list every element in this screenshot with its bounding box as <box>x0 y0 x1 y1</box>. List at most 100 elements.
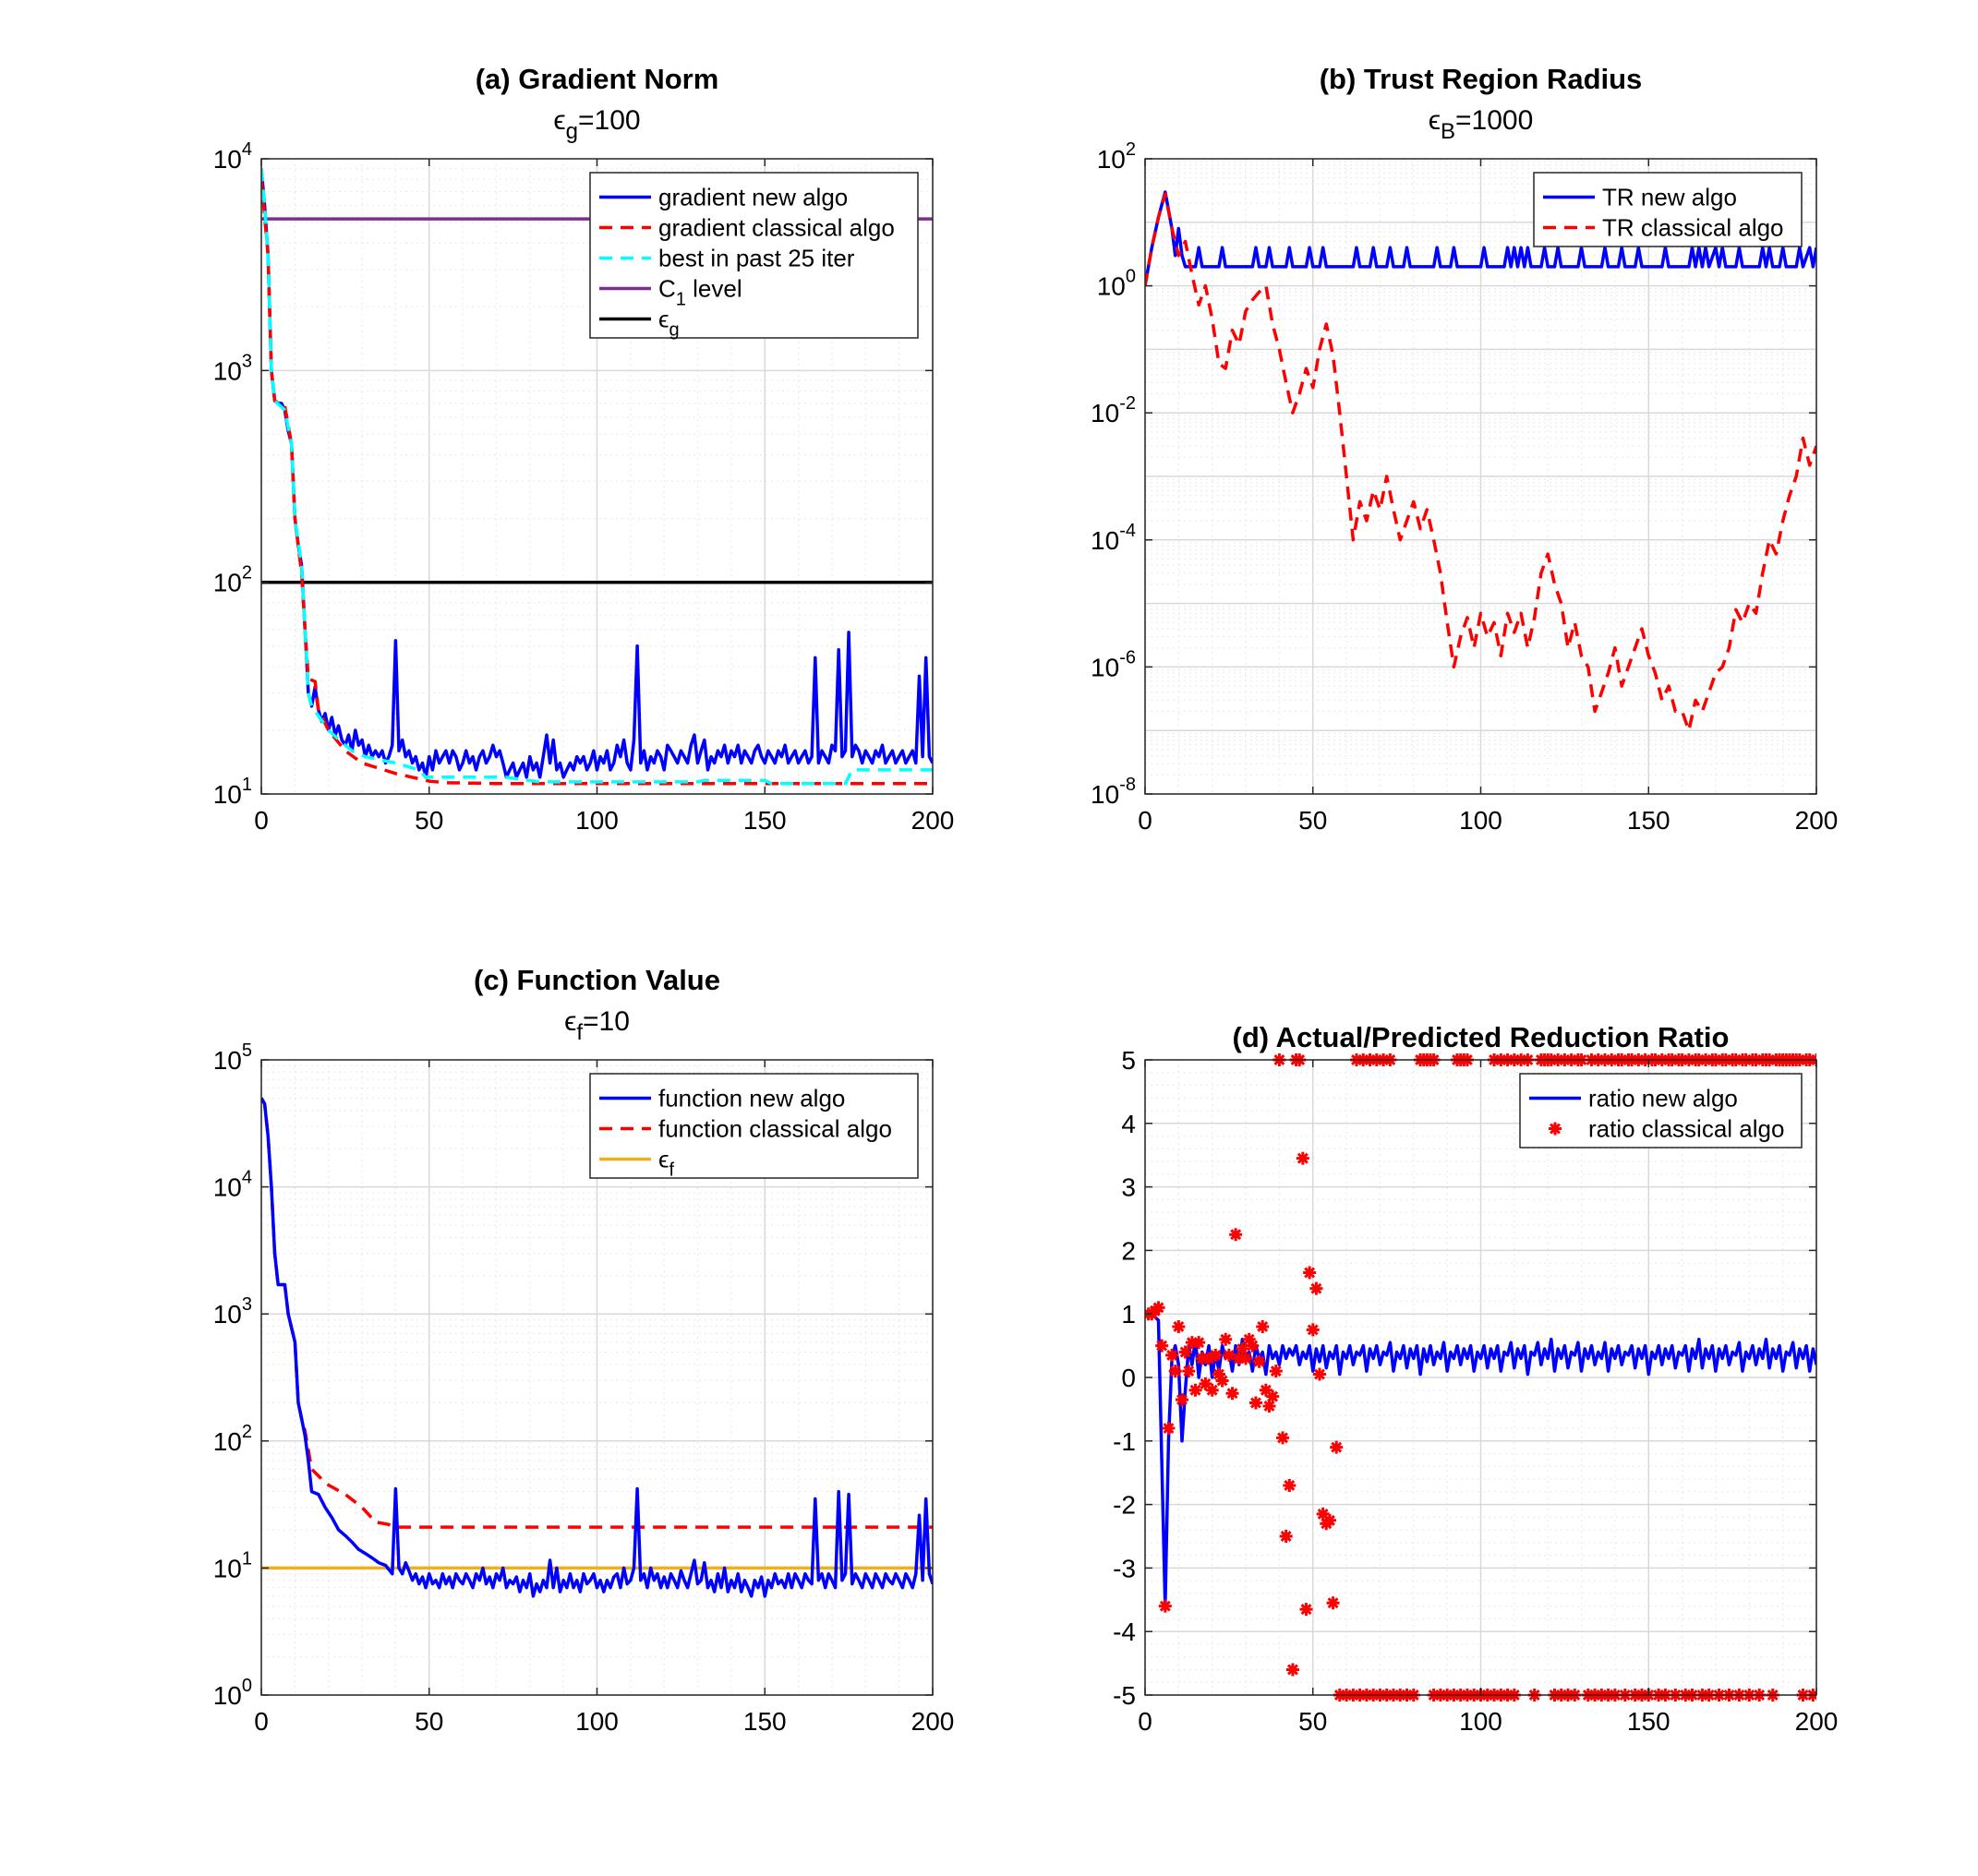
data-point <box>1155 1339 1169 1353</box>
x-tick-label: 200 <box>1795 806 1839 835</box>
x-tick-label: 0 <box>254 1707 269 1736</box>
chart-title: (d) Actual/Predicted Reduction Ratio <box>1233 1021 1730 1053</box>
x-tick-label: 100 <box>575 1707 619 1736</box>
data-point <box>1242 1332 1256 1346</box>
y-tick-label: 100 <box>1097 267 1136 301</box>
x-tick-label: 50 <box>415 806 443 835</box>
data-point <box>1212 1367 1225 1381</box>
data-point <box>1313 1367 1327 1381</box>
y-tick-label: 103 <box>213 351 252 385</box>
chart-subtitle: ϵf=10 <box>564 1006 630 1045</box>
x-tick-label: 150 <box>1627 1707 1670 1736</box>
y-tick-label: 102 <box>1097 139 1136 174</box>
legend-label: C1 level <box>658 275 742 310</box>
data-point <box>1168 1365 1182 1378</box>
y-tick-label: 103 <box>213 1294 252 1329</box>
data-point <box>1316 1507 1330 1521</box>
legend-label: gradient classical algo <box>658 214 895 242</box>
data-point <box>1219 1332 1233 1346</box>
legend-label: function classical algo <box>658 1115 892 1143</box>
y-tick-label: -3 <box>1113 1554 1136 1582</box>
legend-label: best in past 25 iter <box>658 245 855 272</box>
data-point <box>1165 1348 1179 1362</box>
data-point <box>1199 1377 1212 1390</box>
y-tick-label: 1 <box>1121 1300 1136 1329</box>
series-best-in-past-25-iter <box>261 168 933 786</box>
legend-label: ratio new algo <box>1588 1085 1738 1112</box>
y-tick-label: -4 <box>1113 1617 1136 1646</box>
chart-subtitle: ϵg=100 <box>553 105 640 144</box>
x-tick-label: 50 <box>1298 1707 1327 1736</box>
y-tick-label: -5 <box>1113 1681 1136 1710</box>
legend: gradient new algo gradient classical algo… <box>589 172 919 341</box>
x-tick-label: 200 <box>911 1707 955 1736</box>
data-point <box>1236 1342 1249 1356</box>
y-tick-label: 10-6 <box>1091 647 1136 681</box>
data-point <box>1215 1374 1229 1388</box>
y-tick-label: -2 <box>1113 1491 1136 1520</box>
data-point <box>1229 1228 1243 1242</box>
legend-label: ratio classical algo <box>1588 1115 1784 1143</box>
legend: ratio new algo ratio classical algo <box>1519 1073 1803 1148</box>
x-tick-label: 100 <box>1459 1707 1502 1736</box>
x-tick-label: 0 <box>1138 806 1152 835</box>
data-point <box>1262 1399 1276 1413</box>
y-tick-label: 10-8 <box>1091 775 1136 809</box>
x-tick-label: 150 <box>743 1707 787 1736</box>
y-tick-label: 10-2 <box>1091 393 1136 427</box>
y-tick-label: 101 <box>213 1548 252 1582</box>
x-tick-label: 150 <box>1627 806 1670 835</box>
data-point <box>1162 1422 1176 1436</box>
series-TR-classical-algo <box>1145 192 1816 732</box>
legend-box <box>1533 172 1803 247</box>
legend-label: ϵg <box>658 306 680 341</box>
data-point <box>1306 1323 1320 1337</box>
x-tick-label: 50 <box>415 1707 443 1736</box>
data-point <box>1269 1365 1283 1378</box>
y-tick-label: 3 <box>1121 1173 1136 1202</box>
data-point <box>1309 1281 1323 1295</box>
data-point <box>1322 1513 1336 1527</box>
y-tick-label: -1 <box>1113 1427 1136 1456</box>
legend-box <box>1519 1073 1803 1148</box>
data-point <box>1299 1603 1313 1617</box>
legend-box <box>589 172 919 339</box>
legend-label: gradient new algo <box>658 184 848 211</box>
data-point <box>1225 1387 1239 1401</box>
data-point <box>1205 1383 1219 1397</box>
data-point <box>1185 1336 1199 1350</box>
legend-label: ϵf <box>658 1146 675 1181</box>
y-tick-label: 5 <box>1121 1046 1136 1075</box>
panel-c: 0 50 100 150 200 100 101 102 103 104 105 (c) Functi… <box>213 964 955 1736</box>
panel-b: 0 50 100 150 200 10-8 10-6 10-4 10-2 100 102 (b) Tr… <box>1091 63 1838 835</box>
y-tick-label: 2 <box>1121 1236 1136 1265</box>
y-tick-label: 104 <box>213 1168 252 1202</box>
chart-title: (a) Gradient Norm <box>476 63 719 95</box>
data-point <box>1285 1663 1299 1677</box>
data-point <box>1239 1352 1253 1365</box>
legend-label: TR classical algo <box>1602 214 1784 242</box>
y-tick-label: 4 <box>1121 1110 1136 1138</box>
data-point <box>1202 1352 1216 1365</box>
y-tick-label: 0 <box>1121 1364 1136 1392</box>
x-tick-label: 100 <box>575 806 619 835</box>
data-point <box>1178 1345 1192 1359</box>
series-TR-new-algo <box>1145 190 1816 286</box>
data-point <box>1195 1352 1209 1365</box>
data-point <box>1326 1596 1340 1610</box>
data-point <box>1296 1151 1309 1165</box>
x-tick-label: 200 <box>911 806 955 835</box>
x-tick-label: 150 <box>743 806 787 835</box>
data-point <box>1209 1348 1223 1362</box>
data-point <box>1182 1365 1196 1378</box>
data-point <box>1158 1599 1172 1613</box>
y-tick-label: 101 <box>213 775 252 809</box>
y-tick-label: 102 <box>213 563 252 597</box>
x-tick-label: 0 <box>254 806 269 835</box>
data-point <box>1152 1301 1165 1315</box>
legend-swatch <box>1549 1122 1562 1136</box>
data-point <box>1256 1319 1270 1333</box>
x-tick-label: 200 <box>1795 1707 1839 1736</box>
